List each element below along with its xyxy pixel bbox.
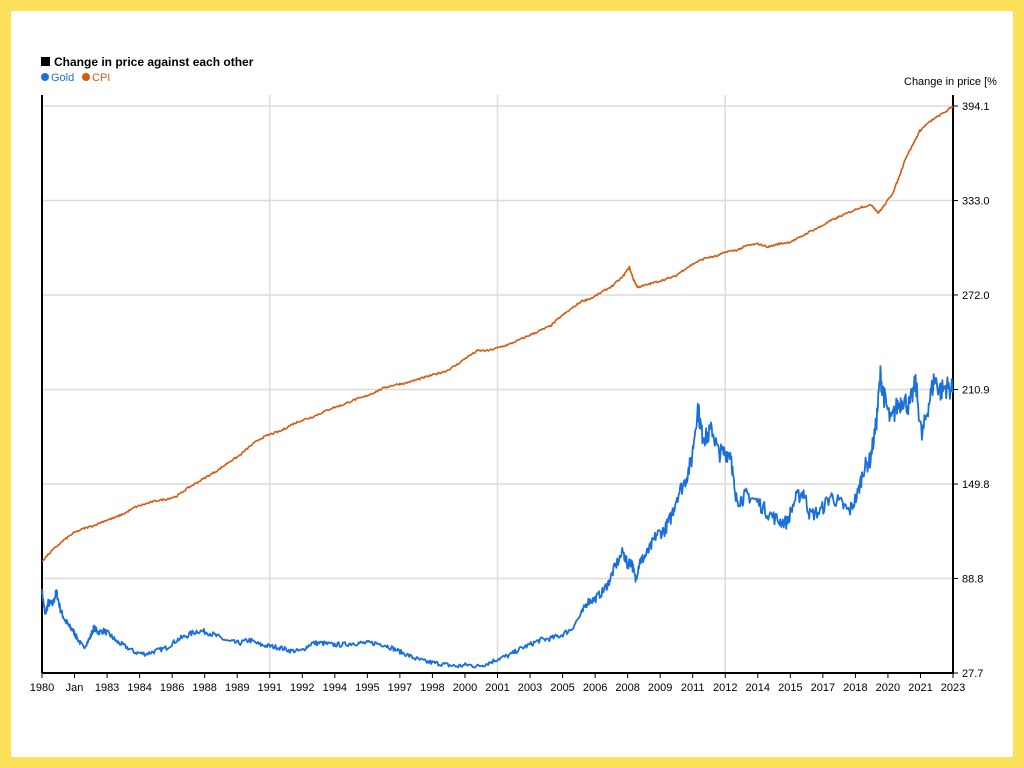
y-tick-label: 272.0 (962, 290, 990, 302)
axes-layer (41, 95, 958, 678)
x-tick-label: 1989 (225, 682, 249, 694)
series-line-gold (41, 365, 954, 669)
chart-svg: 27.7 88.8 149.8 210.9 272.0 333.0 394.1 1980 Jan… (30, 55, 997, 694)
x-tick-label: 2014 (746, 682, 770, 694)
legend-cpi-label[interactable]: CPI (92, 72, 110, 84)
x-tick-label: 2006 (583, 682, 607, 694)
legend-gold-label[interactable]: Gold (51, 72, 74, 84)
y-tick-label: 394.1 (962, 101, 990, 113)
x-tick-label: Jan (66, 682, 84, 694)
y-tick-label: 88.8 (962, 573, 983, 585)
legend-gold-marker[interactable] (41, 73, 49, 81)
x-tick-label: 1998 (420, 682, 444, 694)
x-tick-label: 1992 (290, 682, 314, 694)
x-tick-label: 2011 (681, 682, 705, 694)
x-tick-label: 2021 (908, 682, 932, 694)
x-tick-label: 1983 (95, 682, 119, 694)
series-layer (41, 105, 954, 669)
y-axis-label: Change in price [% (904, 76, 997, 88)
chart-title: Change in price against each other (54, 55, 254, 69)
x-tick-label: 2015 (778, 682, 802, 694)
grid-layer (42, 95, 953, 674)
x-tick-label: 2003 (518, 682, 542, 694)
x-tick-label: 1997 (388, 682, 412, 694)
x-tick-label: 1984 (127, 682, 151, 694)
y-tick-label: 27.7 (962, 668, 983, 680)
x-tick-label: 2012 (713, 682, 737, 694)
x-tick-label: 2020 (876, 682, 900, 694)
series-line-cpi (41, 105, 954, 562)
legend-cpi-marker[interactable] (82, 73, 90, 81)
x-tick-label: 2000 (453, 682, 477, 694)
x-tick-label: 1995 (355, 682, 379, 694)
x-tick-label: 1988 (192, 682, 216, 694)
x-tick-label: 2001 (485, 682, 509, 694)
x-tick-label: 2018 (843, 682, 867, 694)
labels-layer: 27.7 88.8 149.8 210.9 272.0 333.0 394.1 1980 Jan… (30, 101, 990, 694)
x-tick-label: 2009 (648, 682, 672, 694)
x-tick-label: 1980 (30, 682, 54, 694)
x-tick-label: 2008 (615, 682, 639, 694)
y-tick-label: 149.8 (962, 479, 990, 491)
x-tick-label: 2005 (550, 682, 574, 694)
title-marker (41, 57, 50, 66)
x-tick-label: 1994 (323, 682, 347, 694)
chart-frame: 27.7 88.8 149.8 210.9 272.0 333.0 394.1 1980 Jan… (11, 11, 1013, 757)
x-tick-label: 1986 (160, 682, 184, 694)
y-tick-label: 210.9 (962, 385, 990, 397)
x-tick-label: 2023 (941, 682, 965, 694)
x-tick-label: 1991 (258, 682, 282, 694)
y-tick-label: 333.0 (962, 196, 990, 208)
x-tick-label: 2017 (811, 682, 835, 694)
